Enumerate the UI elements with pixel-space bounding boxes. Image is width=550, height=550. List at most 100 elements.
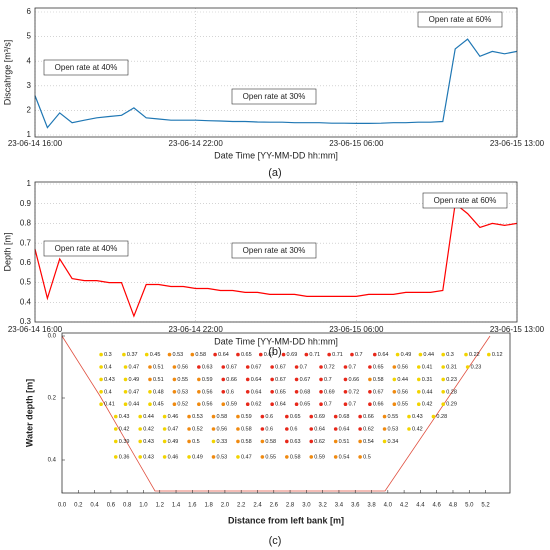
x-tick-label: 1.2: [156, 503, 165, 509]
caption: (b): [268, 346, 281, 358]
velocity-point: [333, 414, 338, 419]
velocity-label: 0.51: [153, 364, 164, 370]
velocity-point: [162, 455, 167, 459]
velocity-label: 0.65: [275, 389, 286, 395]
velocity-label: 0.62: [314, 439, 325, 445]
velocity-point: [270, 390, 274, 394]
velocity-point: [407, 414, 411, 419]
velocity-point: [221, 390, 226, 394]
velocity-point: [213, 352, 217, 357]
annotation: Open rate at 40%: [55, 63, 118, 72]
annotation-box: [231, 242, 317, 259]
y-tick-label: 0.3: [20, 317, 32, 326]
velocity-point: [148, 402, 152, 407]
velocity-label: 0.44: [422, 389, 433, 395]
velocity-label: 0.42: [143, 426, 154, 432]
velocity-label: 0.64: [218, 352, 229, 358]
velocity-point: [343, 390, 348, 394]
x-tick-label: 0.0: [58, 503, 67, 509]
velocity-label: 0.42: [119, 426, 130, 432]
y-tick-label: 0.9: [20, 199, 32, 208]
velocity-label: 0.47: [168, 426, 179, 432]
velocity-point: [211, 439, 216, 444]
velocity-label: 0.44: [143, 414, 154, 420]
velocity-label: 0.58: [195, 352, 206, 358]
x-tick-label: 3.4: [335, 503, 344, 509]
velocity-label: 0.65: [290, 414, 301, 420]
velocity-point: [416, 365, 421, 369]
x-tick-label: 0.8: [123, 503, 132, 509]
velocity-point: [99, 377, 103, 382]
velocity-point: [113, 427, 118, 431]
velocity-label: 0.4: [104, 364, 112, 370]
velocity-label: 0.3: [104, 352, 112, 358]
velocity-point: [260, 455, 265, 459]
velocity-point: [372, 352, 377, 357]
velocity-label: 0.33: [217, 439, 228, 445]
velocity-point: [172, 390, 177, 394]
velocity-label: 0.54: [363, 439, 374, 445]
velocity-point: [281, 352, 286, 357]
velocity-label: 0.67: [275, 364, 286, 370]
velocity-point: [395, 352, 400, 357]
velocity-label: 0.6: [265, 426, 273, 432]
x-tick-label: 4.8: [449, 503, 458, 509]
annotation: Open rate at 30%: [243, 92, 306, 101]
velocity-label: 0.69: [287, 352, 298, 358]
velocity-point: [368, 402, 372, 407]
velocity-label: 0.68: [300, 389, 311, 395]
velocity-label: 0.56: [397, 389, 408, 395]
velocity-point: [187, 414, 191, 419]
x-tick-label: 4.4: [416, 503, 425, 509]
velocity-point: [123, 377, 128, 382]
velocity-point: [441, 390, 446, 394]
velocity-point: [99, 402, 103, 407]
velocity-point: [418, 352, 423, 357]
velocity-point: [236, 427, 240, 431]
y-tick-label: 3: [27, 81, 32, 90]
velocity-point: [245, 402, 250, 407]
velocity-label: 0.66: [348, 377, 359, 383]
velocity-point: [487, 352, 491, 357]
velocity-label: 0.7: [355, 352, 363, 358]
x-tick-label: 1.8: [204, 503, 213, 509]
velocity-label: 0.58: [373, 377, 384, 383]
velocity-point: [304, 352, 309, 357]
velocity-label: 0.59: [241, 414, 252, 420]
velocity-label: 0.71: [309, 352, 320, 358]
velocity-label: 0.67: [275, 377, 286, 383]
velocity-point: [441, 352, 446, 357]
velocity-point: [172, 402, 177, 407]
velocity-label: 0.69: [314, 414, 325, 420]
velocity-point: [138, 439, 142, 444]
velocity-label: 0.41: [422, 364, 433, 370]
velocity-label: 0.46: [168, 414, 179, 420]
velocity-point: [294, 365, 299, 369]
annotation: Open rate at 60%: [434, 196, 497, 205]
velocity-point: [441, 377, 446, 382]
velocity-point: [122, 352, 126, 357]
velocity-point: [260, 427, 265, 431]
velocity-label: 0.46: [168, 454, 179, 460]
velocity-label: 0.67: [264, 352, 275, 358]
velocity-point: [407, 427, 411, 431]
x-tick-label: 4.6: [433, 503, 442, 509]
y-tick-label: 1: [27, 179, 32, 188]
velocity-label: 0.39: [119, 439, 130, 445]
velocity-label: 0.59: [202, 377, 213, 383]
velocity-label: 0.43: [412, 414, 423, 420]
velocity-label: 0.67: [226, 364, 237, 370]
velocity-label: 0.36: [119, 454, 130, 460]
velocity-label: 0.59: [226, 402, 237, 408]
plot-frame: [34, 181, 518, 323]
velocity-point: [245, 377, 250, 382]
velocity-label: 0.71: [332, 352, 343, 358]
velocity-label: 0.66: [363, 414, 374, 420]
y-tick-label: 0.8: [20, 219, 32, 228]
velocity-label: 0.64: [378, 352, 389, 358]
velocity-point: [245, 365, 250, 369]
velocity-point: [99, 365, 103, 369]
velocity-point: [260, 439, 265, 444]
x-tick-label: 4.2: [400, 503, 409, 509]
